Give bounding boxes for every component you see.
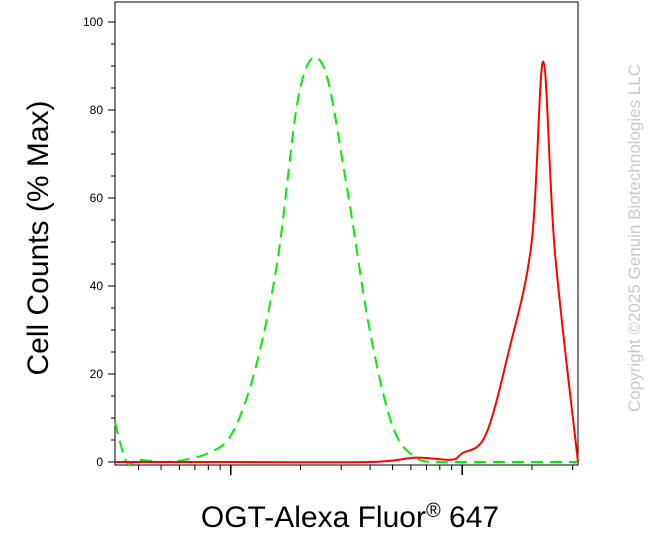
- y-tick-label: 20: [90, 367, 104, 381]
- series-line-2: [115, 60, 579, 464]
- registered-mark: ®: [425, 500, 441, 522]
- x-axis-title-tail: 647: [440, 501, 500, 534]
- copyright-watermark: Copyright ©2025 Genuin Biotechnologies L…: [625, 64, 644, 412]
- plot-frame: [114, 1, 579, 466]
- x-axis: [138, 465, 574, 475]
- series-group: [114, 56, 579, 466]
- x-axis-title: OGT-Alexa Fluor® 647: [0, 500, 660, 535]
- y-tick-label: 80: [90, 103, 104, 117]
- y-axis: 0 20 40 60 80 100: [83, 15, 115, 469]
- y-tick-label: 60: [90, 191, 104, 205]
- y-tick-label: 40: [90, 279, 104, 293]
- y-tick-label: 100: [83, 15, 103, 29]
- y-tick-label: 0: [96, 455, 103, 469]
- x-axis-title-main: OGT-Alexa Fluor: [200, 501, 426, 534]
- y-axis-title: Cell Counts (% Max): [22, 100, 55, 375]
- series-line-1: [114, 56, 578, 466]
